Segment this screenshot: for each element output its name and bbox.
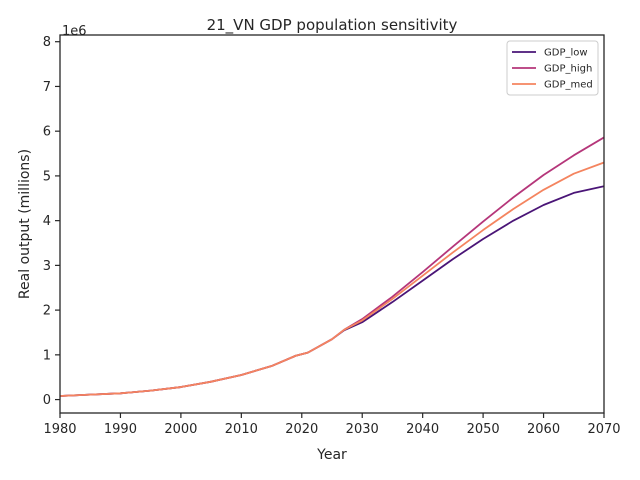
x-axis-title: Year — [316, 447, 347, 463]
y-multiplier-label: 1e6 — [62, 24, 87, 39]
x-tick-label: 2000 — [164, 422, 197, 437]
y-tick-label: 6 — [43, 125, 51, 140]
x-tick-label: 2070 — [587, 422, 620, 437]
y-tick-label: 2 — [43, 304, 51, 319]
y-tick-label: 8 — [43, 35, 51, 50]
legend-box — [506, 40, 599, 96]
chart-title: 21_VN GDP population sensitivity — [207, 16, 458, 35]
x-tick-label: 1980 — [43, 422, 76, 437]
series-line-gdp-med — [60, 161, 604, 397]
x-tick-label: 2020 — [285, 422, 318, 437]
x-tick-label: 2040 — [406, 422, 439, 437]
y-tick-label: 7 — [43, 80, 51, 95]
x-tick-label: 2030 — [346, 422, 379, 437]
y-tick-label: 5 — [43, 169, 51, 184]
y-tick-label: 3 — [43, 259, 51, 274]
legend: GDP_low GDP_high GDP_med — [506, 40, 599, 96]
legend-label-gdp-med: GDP_med — [544, 80, 593, 91]
y-tick-label: 0 — [43, 393, 51, 408]
plot-area: 1980 1990 2000 2010 2020 2030 2040 2050 2060 2070… — [43, 35, 621, 437]
x-tick-label: 2050 — [467, 422, 500, 437]
axes-frame — [59, 34, 605, 414]
y-axis-title: Real output (millions) — [17, 149, 33, 299]
x-tick-label: 2010 — [225, 422, 258, 437]
y-tick-label: 4 — [43, 214, 51, 229]
y-tick-label: 1 — [43, 348, 51, 363]
legend-label-gdp-low: GDP_low — [544, 48, 588, 59]
x-tick-label: 1990 — [104, 422, 137, 437]
x-tick-label: 2060 — [527, 422, 560, 437]
legend-label-gdp-high: GDP_high — [544, 64, 592, 75]
